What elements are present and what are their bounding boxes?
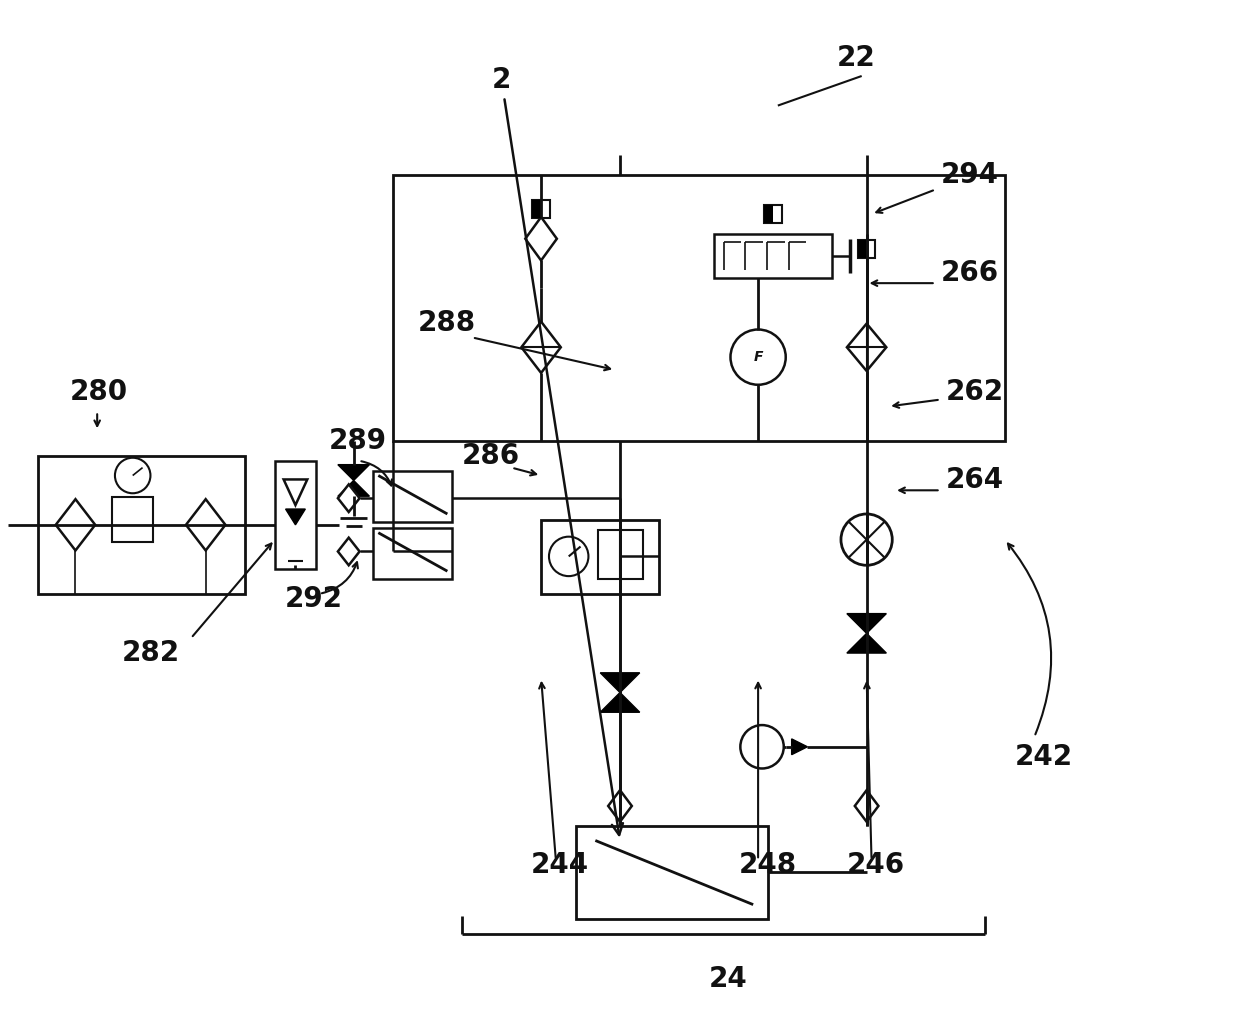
Polygon shape — [608, 790, 632, 822]
Polygon shape — [847, 633, 887, 653]
Bar — [373, 470, 453, 522]
Text: 294: 294 — [941, 161, 998, 189]
Text: 248: 248 — [738, 851, 796, 879]
Text: 22: 22 — [837, 44, 875, 72]
Bar — [275, 460, 316, 569]
Polygon shape — [791, 739, 807, 754]
Text: 292: 292 — [285, 585, 342, 613]
Polygon shape — [600, 693, 640, 712]
Circle shape — [730, 329, 786, 384]
Polygon shape — [854, 790, 878, 822]
Circle shape — [115, 458, 150, 493]
Circle shape — [841, 514, 893, 565]
Text: 280: 280 — [69, 377, 128, 406]
Bar — [541, 520, 660, 593]
Text: 286: 286 — [463, 442, 521, 469]
Polygon shape — [847, 614, 887, 633]
Text: 244: 244 — [531, 851, 589, 879]
Bar — [764, 205, 781, 223]
Polygon shape — [847, 324, 887, 371]
Polygon shape — [600, 672, 640, 693]
Polygon shape — [521, 322, 560, 373]
Bar — [532, 200, 551, 218]
Polygon shape — [186, 499, 226, 550]
Polygon shape — [285, 509, 305, 525]
Polygon shape — [337, 485, 360, 512]
Polygon shape — [337, 481, 370, 496]
Text: 282: 282 — [122, 639, 180, 667]
Polygon shape — [337, 464, 370, 481]
Bar — [112, 497, 154, 541]
Text: 266: 266 — [941, 259, 998, 287]
Text: 246: 246 — [847, 851, 905, 879]
Bar — [575, 826, 768, 919]
Bar — [38, 456, 246, 593]
Bar — [598, 530, 642, 579]
Bar — [393, 174, 1004, 441]
Text: 2: 2 — [492, 66, 622, 835]
Text: 242: 242 — [1014, 743, 1073, 771]
Bar — [764, 205, 773, 223]
Bar — [858, 240, 867, 257]
Bar — [858, 240, 875, 257]
Text: 288: 288 — [418, 309, 476, 336]
Bar — [373, 528, 453, 579]
Text: 262: 262 — [946, 377, 1003, 406]
Text: 289: 289 — [329, 427, 387, 455]
Text: F: F — [754, 351, 763, 364]
Circle shape — [549, 537, 589, 576]
Circle shape — [740, 725, 784, 769]
Text: 264: 264 — [946, 466, 1003, 494]
Polygon shape — [56, 499, 95, 550]
Polygon shape — [337, 538, 360, 565]
Polygon shape — [526, 217, 557, 260]
Text: 24: 24 — [709, 965, 748, 992]
Bar — [714, 234, 832, 278]
Bar — [532, 200, 541, 218]
